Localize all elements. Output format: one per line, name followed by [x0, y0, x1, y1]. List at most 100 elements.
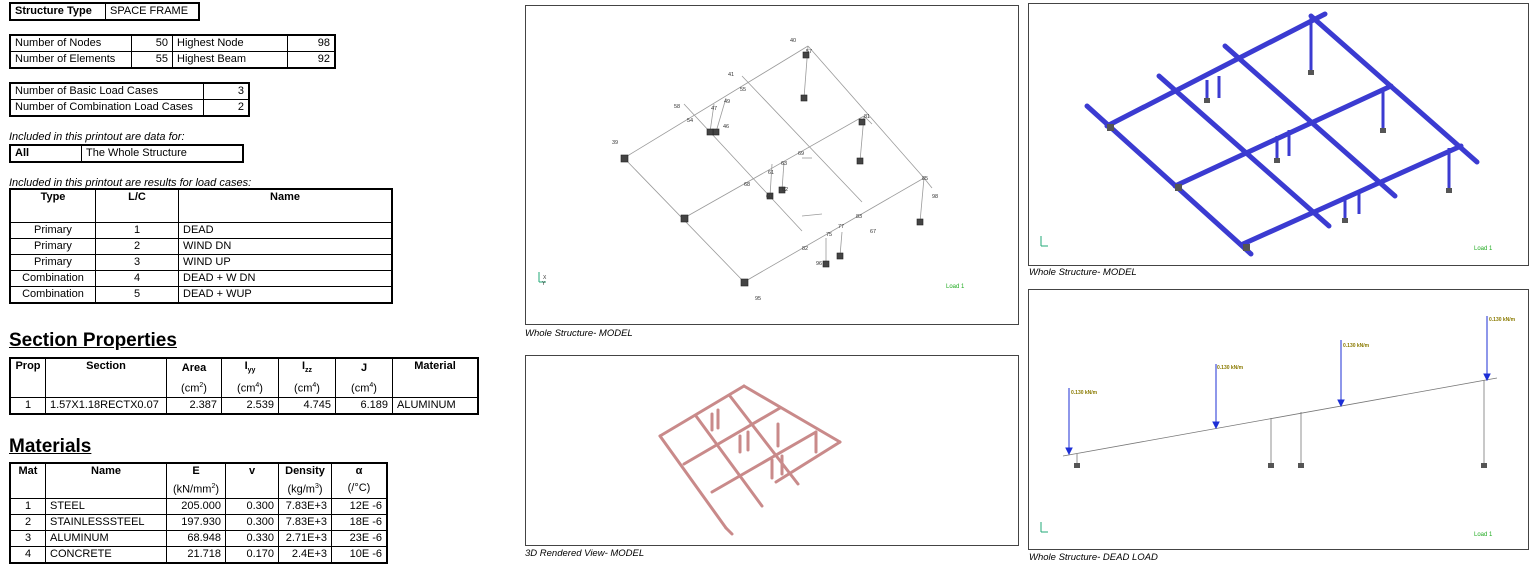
- svg-text:82: 82: [802, 246, 808, 252]
- cell-mat: 2: [9, 513, 46, 531]
- cell-section: 1.57X1.18RECTX0.07: [45, 396, 167, 415]
- load-label: Load 1: [946, 284, 965, 290]
- cell-density: 7.83E+3: [278, 513, 332, 531]
- header-material: Material: [392, 357, 479, 398]
- cell-e: 197.930: [166, 513, 226, 531]
- node-element-count-table: Number of Nodes 50 Highest Node 98 Numbe…: [9, 34, 336, 69]
- rendered-3d-view[interactable]: [525, 355, 1019, 546]
- svg-text:47: 47: [711, 106, 717, 112]
- elements-label: Number of Elements: [9, 51, 132, 69]
- model-beam-view[interactable]: Load 1: [1028, 3, 1529, 266]
- header-name: Name: [178, 188, 393, 223]
- row-type: Combination: [9, 269, 96, 287]
- svg-text:0.130 kN/m: 0.130 kN/m: [1489, 317, 1516, 323]
- dead-load-caption: Whole Structure- DEAD LOAD: [1029, 552, 1158, 563]
- dead-load-drawing: 0.130 kN/m 0.130 kN/m 0.130 kN/m 0.130 k…: [1040, 316, 1516, 538]
- svg-text:75: 75: [826, 232, 832, 238]
- highest-node-label: Highest Node: [172, 34, 288, 52]
- svg-text:54: 54: [687, 118, 693, 124]
- svg-text:85: 85: [922, 176, 928, 182]
- header-type: Type: [9, 188, 96, 223]
- table-row: 1 STEEL 205.000 0.300 7.83E+3 12E -6: [9, 497, 388, 515]
- svg-text:Y: Y: [542, 281, 546, 287]
- unit-alpha: (/°C): [331, 479, 388, 499]
- svg-text:98: 98: [932, 194, 938, 200]
- cell-e: 68.948: [166, 529, 226, 547]
- included-data-caption: Included in this printout are data for:: [9, 131, 185, 143]
- rendered-view-caption: 3D Rendered View- MODEL: [525, 548, 645, 559]
- nodes-value: 50: [131, 34, 173, 52]
- cell-mat: 4: [9, 545, 46, 564]
- cell-iyy: 2.539: [221, 396, 279, 415]
- svg-text:63: 63: [781, 161, 787, 167]
- load-arrows: [1065, 316, 1491, 456]
- svg-text:61: 61: [768, 170, 774, 176]
- load-case-results-table: Type L/C Name Primary 1 DEAD Primary 2 W…: [9, 188, 393, 304]
- basic-load-cases-value: 3: [203, 82, 250, 100]
- cell-alpha: 12E -6: [331, 497, 388, 515]
- header-section: Section: [45, 357, 167, 398]
- beam-drawing: Load 1: [1040, 11, 1493, 257]
- rendered-drawing: [658, 384, 842, 536]
- section-properties-heading: Section Properties: [9, 330, 177, 351]
- cell-mat: 3: [9, 529, 46, 547]
- header-area: Area: [166, 357, 222, 379]
- structure-type-value: SPACE FRAME: [105, 2, 200, 21]
- included-data-table: All The Whole Structure: [9, 144, 244, 163]
- svg-text:40: 40: [790, 38, 796, 44]
- cell-nu: 0.330: [225, 529, 279, 547]
- cell-alpha: 18E -6: [331, 513, 388, 531]
- udl-labels: 0.130 kN/m 0.130 kN/m 0.130 kN/m 0.130 k…: [1071, 317, 1516, 396]
- cell-nu: 0.170: [225, 545, 279, 564]
- svg-text:95: 95: [755, 296, 761, 302]
- cell-alpha: 10E -6: [331, 545, 388, 564]
- row-lc: 3: [95, 253, 179, 271]
- svg-text:46: 46: [723, 124, 729, 130]
- row-lc: 1: [95, 221, 179, 239]
- table-row: Combination 5 DEAD + WUP: [9, 285, 393, 303]
- table-row: Combination 4 DEAD + W DN: [9, 269, 393, 287]
- header-alpha: α: [331, 462, 388, 479]
- svg-text:55: 55: [740, 87, 746, 93]
- model-view-caption: Whole Structure- MODEL: [525, 328, 633, 339]
- highest-beam-value: 92: [287, 51, 336, 69]
- header-mat-name: Name: [45, 462, 167, 499]
- svg-text:0.130 kN/m: 0.130 kN/m: [1071, 390, 1098, 396]
- row-type: Primary: [9, 253, 96, 271]
- dead-load-view[interactable]: 0.130 kN/m 0.130 kN/m 0.130 kN/m 0.130 k…: [1028, 289, 1529, 550]
- unit-izz: (cm4): [278, 378, 336, 398]
- materials-table: Mat Name E v Density α (kN/mm2) (kg/m3) …: [9, 462, 388, 564]
- highest-beam-label: Highest Beam: [172, 51, 288, 69]
- svg-text:67: 67: [870, 229, 876, 235]
- row-name: DEAD + WUP: [178, 285, 393, 303]
- svg-text:58: 58: [674, 104, 680, 110]
- table-row: 4 CONCRETE 21.718 0.170 2.4E+3 10E -6: [9, 545, 388, 564]
- svg-text:77: 77: [838, 224, 844, 230]
- cell-nu: 0.300: [225, 497, 279, 515]
- svg-text:49: 49: [724, 99, 730, 105]
- svg-text:41: 41: [728, 72, 734, 78]
- row-name: DEAD + W DN: [178, 269, 393, 287]
- svg-text:57: 57: [806, 49, 812, 55]
- section-properties-table: Prop Section Area Iyy Izz J Material (cm…: [9, 357, 479, 415]
- row-lc: 2: [95, 237, 179, 255]
- model-wireframe-view[interactable]: 40 57 41 55 49 47 46 54 58 39 61 63 69 6…: [525, 5, 1019, 325]
- unit-j: (cm4): [335, 378, 393, 398]
- structure-type-table: Structure Type SPACE FRAME: [9, 2, 200, 21]
- row-lc: 5: [95, 285, 179, 303]
- axis-triad-icon: [1040, 236, 1048, 247]
- svg-text:60: 60: [766, 194, 772, 200]
- cell-mat: 1: [9, 497, 46, 515]
- svg-text:0.130 kN/m: 0.130 kN/m: [1343, 343, 1370, 349]
- cell-j: 6.189: [335, 396, 393, 415]
- included-data-value: The Whole Structure: [81, 144, 244, 163]
- header-prop: Prop: [9, 357, 46, 398]
- header-iyy: Iyy: [221, 357, 279, 379]
- header-mat: Mat: [9, 462, 46, 499]
- svg-text:68: 68: [744, 182, 750, 188]
- svg-text:X: X: [543, 275, 547, 281]
- cell-area: 2.387: [166, 396, 222, 415]
- table-row: Primary 1 DEAD: [9, 221, 393, 239]
- cell-density: 2.71E+3: [278, 529, 332, 547]
- basic-load-cases-label: Number of Basic Load Cases: [9, 82, 204, 100]
